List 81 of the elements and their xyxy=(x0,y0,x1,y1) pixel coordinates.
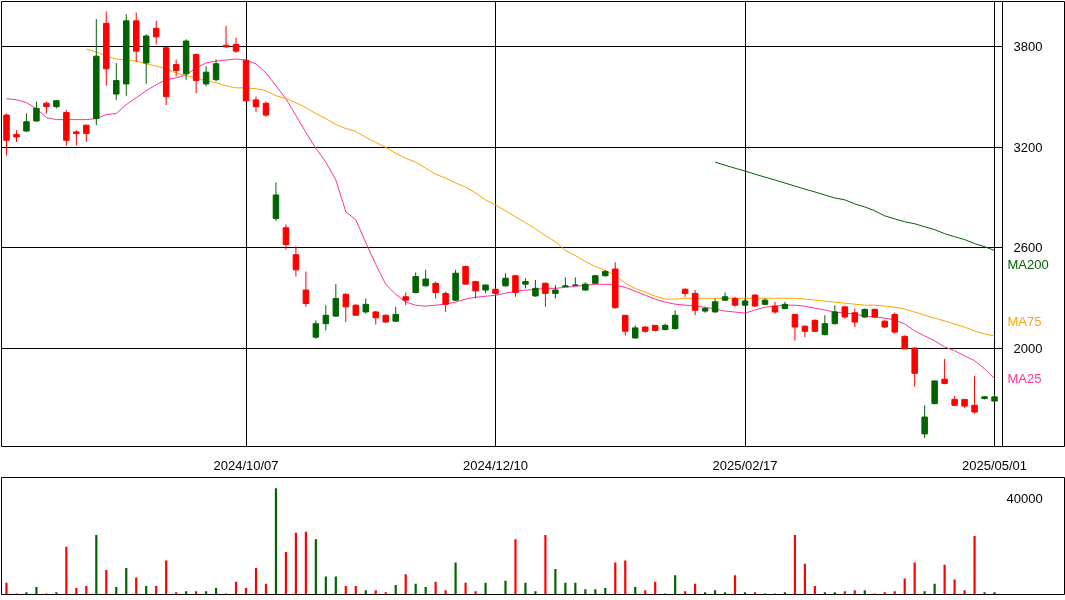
bar xyxy=(474,591,477,595)
candlestick xyxy=(622,314,629,336)
bar xyxy=(274,488,278,595)
candlestick xyxy=(332,283,340,318)
bar xyxy=(514,539,517,595)
bar xyxy=(35,587,38,595)
bar xyxy=(544,534,547,595)
bar xyxy=(314,539,317,595)
bar xyxy=(993,592,996,595)
text: 40000 xyxy=(1006,491,1043,507)
bar xyxy=(95,534,98,595)
x-tick-label: 2024/10/07 xyxy=(213,457,279,473)
candlestick xyxy=(222,25,230,49)
candlestick xyxy=(212,59,220,82)
y-tick-label: 3200 xyxy=(1013,139,1043,155)
candlestick xyxy=(342,292,350,323)
candlestick xyxy=(252,96,260,113)
series-label: MA25 xyxy=(1007,371,1042,387)
bar xyxy=(254,567,258,595)
candlestick xyxy=(292,245,300,278)
candlestick xyxy=(282,223,290,251)
candlestick xyxy=(152,20,160,45)
bar xyxy=(404,574,407,595)
x-tick-label: 2025/05/01 xyxy=(961,457,1028,473)
bar xyxy=(793,534,797,595)
bar xyxy=(973,536,976,595)
candlestick xyxy=(691,289,699,316)
candlestick xyxy=(232,37,240,54)
line-series xyxy=(714,161,996,251)
bar xyxy=(25,592,28,595)
bar xyxy=(674,575,677,595)
candlestick xyxy=(921,404,928,439)
bar xyxy=(284,551,288,595)
candlestick xyxy=(302,271,310,308)
bar xyxy=(464,582,467,595)
y-tick-label: 3800 xyxy=(1013,38,1043,54)
candlestick xyxy=(23,112,30,133)
candlestick xyxy=(202,65,210,87)
bar xyxy=(454,562,457,595)
bar xyxy=(165,560,168,595)
bar xyxy=(963,590,966,595)
bar xyxy=(983,592,986,595)
candlestick xyxy=(671,309,679,331)
bar xyxy=(125,567,128,595)
bar xyxy=(504,580,507,595)
bar xyxy=(524,582,527,595)
candlestick xyxy=(542,281,549,308)
candlestick xyxy=(312,319,320,340)
candlestick xyxy=(851,308,859,328)
candlestick xyxy=(971,375,978,415)
candlestick xyxy=(272,181,280,222)
candlestick xyxy=(801,324,809,338)
y-tick-label: 2600 xyxy=(1013,240,1043,256)
bar xyxy=(733,575,737,595)
series-label: MA200 xyxy=(1007,257,1049,272)
x-tick-label: 2024/12/10 xyxy=(462,457,529,473)
series-label: MA75 xyxy=(1007,314,1042,330)
candlestick xyxy=(941,358,948,385)
bar xyxy=(953,579,956,595)
candlestick xyxy=(113,62,120,101)
candlestick xyxy=(831,304,839,326)
bar xyxy=(334,576,337,595)
candlestick xyxy=(891,312,898,335)
bar xyxy=(324,576,327,595)
candlestick xyxy=(442,291,449,313)
line-series xyxy=(85,48,996,337)
line-series xyxy=(5,58,996,380)
bar xyxy=(624,560,627,595)
y-tick-label: 2000 xyxy=(1013,341,1043,357)
candlestick xyxy=(322,304,330,331)
candlestick xyxy=(681,287,689,298)
candlestick xyxy=(33,101,40,123)
bar xyxy=(135,577,138,595)
bar xyxy=(534,591,537,595)
bar xyxy=(304,531,307,595)
bar xyxy=(484,582,487,595)
bar xyxy=(294,532,298,595)
bar xyxy=(65,546,68,595)
bar xyxy=(5,582,8,595)
x-tick-label: 2025/02/17 xyxy=(712,457,778,473)
candlestick xyxy=(791,313,799,342)
